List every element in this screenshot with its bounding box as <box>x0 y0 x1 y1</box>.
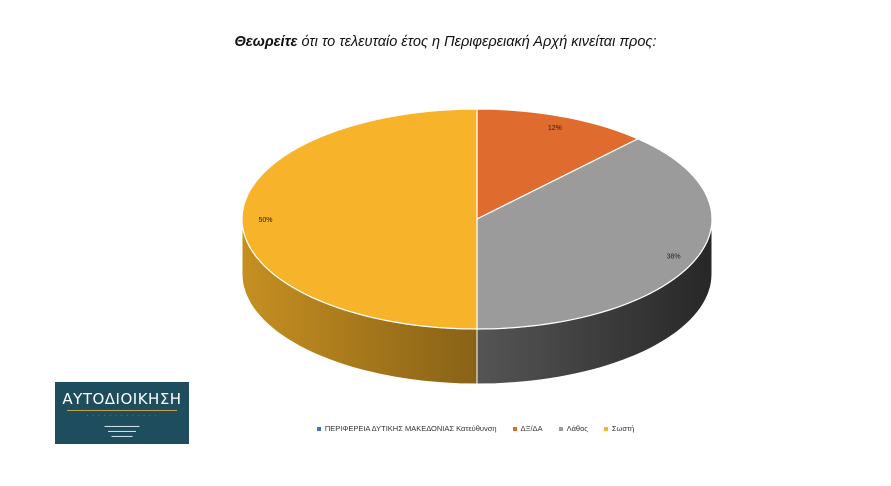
legend-label-2: Λάθος <box>566 424 588 433</box>
legend-swatch-1 <box>512 426 517 431</box>
autodioikisi-logo: ΑΥΤΟΔΙΟΙΚΗΣΗ · · · · · · · · · · · · · ▬… <box>55 382 189 444</box>
logo-divider <box>67 410 177 411</box>
legend-item-0: ΠΕΡΙΦΕΡΕΙΑ ΔΥΤΙΚΗΣ ΜΑΚΕΔΟΝΙΑΣ Κατεύθυνση <box>316 424 497 433</box>
data-label-3: 50% <box>258 217 272 224</box>
pie-slice-3 <box>241 108 478 330</box>
data-label-2: 38% <box>667 253 681 260</box>
legend-label-1: ΔΞ/ΔΑ <box>520 424 543 433</box>
legend-swatch-2 <box>558 426 563 431</box>
legend-label-3: Σωστή <box>611 424 635 433</box>
pie-slice-1 <box>476 108 640 220</box>
legend-item-1: ΔΞ/ΔΑ <box>512 424 543 433</box>
chart-title-rest: ότι το τελευταίο έτος η Περιφερειακή Αρχ… <box>297 34 657 50</box>
legend-item-3: Σωστή <box>603 424 635 433</box>
legend-swatch-3 <box>603 426 608 431</box>
legend-item-2: Λάθος <box>558 424 588 433</box>
chart-legend: ΠΕΡΙΦΕΡΕΙΑ ΔΥΤΙΚΗΣ ΜΑΚΕΔΟΝΙΑΣ Κατεύθυνση… <box>0 424 891 433</box>
logo-wordmark: ΑΥΤΟΔΙΟΙΚΗΣΗ <box>62 390 182 408</box>
legend-label-0: ΠΕΡΙΦΕΡΕΙΑ ΔΥΤΙΚΗΣ ΜΑΚΕΔΟΝΙΑΣ Κατεύθυνση <box>324 424 497 433</box>
data-label-1: 12% <box>548 125 562 132</box>
logo-tagline-graphic: · · · · · · · · · · · · · <box>86 413 158 419</box>
chart-title: Θεωρείτε ότι το τελευταίο έτος η Περιφερ… <box>0 34 891 50</box>
legend-swatch-0 <box>316 426 321 431</box>
chart-title-emphasis: Θεωρείτε <box>234 34 298 50</box>
pie-slice-2 <box>476 138 713 330</box>
logo-fine-print-graphic: ▬▬▬▬▬▬▬▬▬▬ ▬▬▬▬▬▬▬▬ ▬▬▬▬▬▬ <box>104 424 140 438</box>
